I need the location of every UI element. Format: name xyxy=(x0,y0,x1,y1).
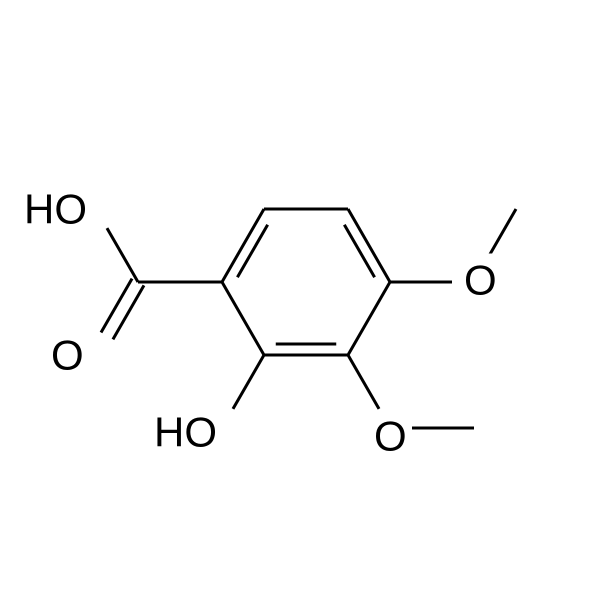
molecule-diagram: O HO HO O O xyxy=(0,0,600,600)
bond xyxy=(107,228,138,282)
bond xyxy=(101,279,132,333)
bond xyxy=(113,285,144,339)
bond xyxy=(222,209,264,282)
bond xyxy=(222,282,264,355)
bond xyxy=(233,355,264,409)
bond xyxy=(237,225,267,278)
bond xyxy=(344,225,374,278)
atom-label: O xyxy=(464,257,497,304)
atom-label: HO xyxy=(24,186,87,233)
bond xyxy=(348,282,390,355)
bond xyxy=(348,209,390,282)
atom-label: O xyxy=(374,413,407,460)
bond xyxy=(348,355,379,409)
atom-label: O xyxy=(51,332,84,379)
atom-label: HO xyxy=(154,409,217,456)
